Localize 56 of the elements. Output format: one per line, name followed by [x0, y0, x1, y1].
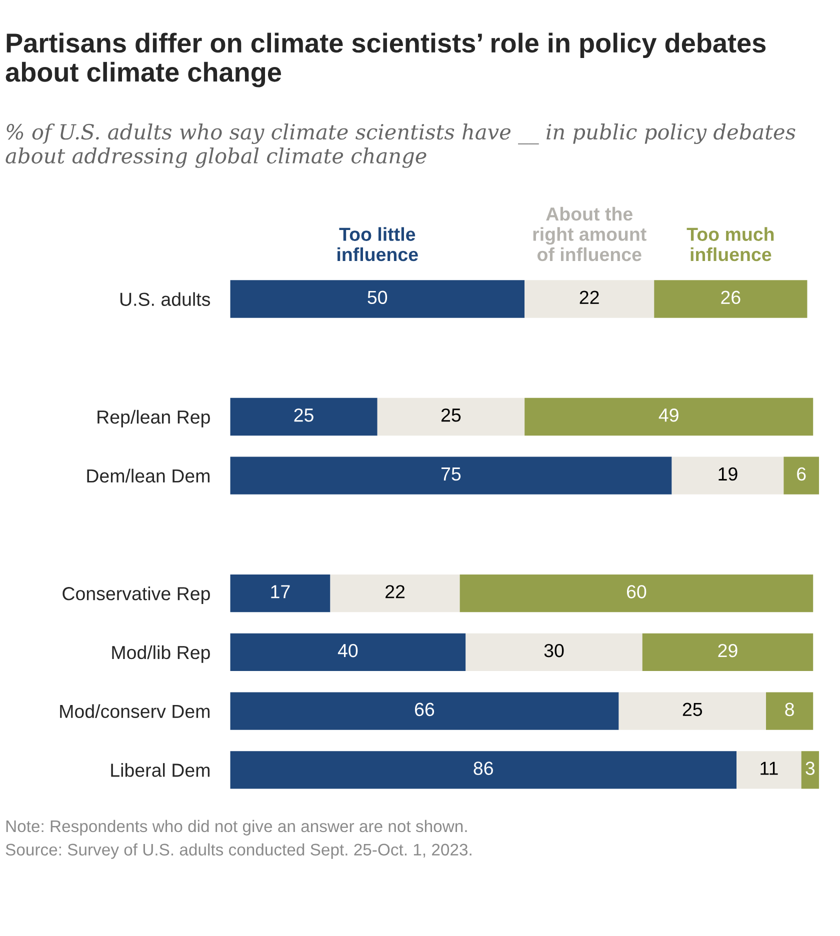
bar — [618, 692, 766, 730]
y-tick-label: Mod/lib Rep — [112, 645, 210, 663]
data-label: 3 — [806, 762, 815, 775]
series-label: About the right amount of influence — [533, 206, 646, 262]
series-label: Too little influence — [338, 227, 418, 262]
bar — [230, 456, 672, 494]
bar — [230, 692, 619, 730]
bar — [642, 633, 814, 672]
bar — [672, 456, 784, 494]
data-label: 49 — [658, 408, 678, 422]
bar — [524, 398, 814, 436]
chart-title: Partisans differ on climate scientists’ role in policy debates about climate change — [6, 32, 766, 88]
data-label: 25 — [682, 702, 702, 716]
data-label: 86 — [474, 762, 493, 775]
data-label: 11 — [760, 762, 778, 775]
bar — [524, 280, 654, 318]
y-tick-label: U.S. adults — [120, 292, 210, 306]
data-label: 22 — [580, 290, 599, 304]
data-label: 19 — [718, 467, 738, 481]
text: Note: Respondents who did not give an answer are not shown. — [6, 820, 467, 836]
bar — [784, 456, 819, 494]
bar — [766, 692, 814, 730]
data-label: 29 — [718, 644, 738, 658]
data-label: 40 — [338, 644, 358, 658]
bar — [230, 574, 330, 612]
bar — [466, 633, 642, 672]
data-label: 26 — [721, 290, 740, 304]
data-label: 66 — [415, 702, 434, 716]
data-label: 22 — [386, 585, 405, 598]
bar — [736, 751, 802, 789]
y-tick-label: Mod/conserv Dem — [60, 704, 210, 718]
bar — [330, 574, 460, 612]
data-label: 8 — [785, 702, 794, 716]
data-label: 30 — [544, 644, 564, 658]
bar — [230, 633, 466, 672]
bar — [230, 398, 378, 436]
bar — [230, 751, 737, 789]
bar — [801, 751, 819, 789]
data-label: 25 — [441, 408, 461, 422]
y-tick-label: Dem/lean Dem — [87, 468, 210, 483]
data-label: 50 — [368, 290, 388, 304]
data-label: 25 — [294, 408, 314, 422]
chart-subtitle: % of U.S. adults who say climate scientists have __ in public policy debates about addressing global climate change — [6, 124, 796, 168]
bar — [377, 398, 525, 436]
bar — [230, 280, 525, 318]
bar — [460, 574, 814, 612]
data-label: 60 — [626, 585, 646, 598]
source-note: Source: Survey of U.S. adults conducted Sept. 25-Oct. 1, 2023. — [6, 843, 472, 859]
data-label: 6 — [797, 467, 806, 481]
y-tick-label: Liberal Dem — [111, 763, 210, 777]
bar — [654, 280, 808, 318]
data-label: 17 — [271, 585, 290, 598]
y-tick-label: Conservative Rep — [62, 586, 210, 604]
y-tick-label: Rep/lean Rep — [98, 410, 210, 428]
series-label: Too much influence — [686, 227, 774, 262]
data-label: 75 — [442, 468, 461, 481]
